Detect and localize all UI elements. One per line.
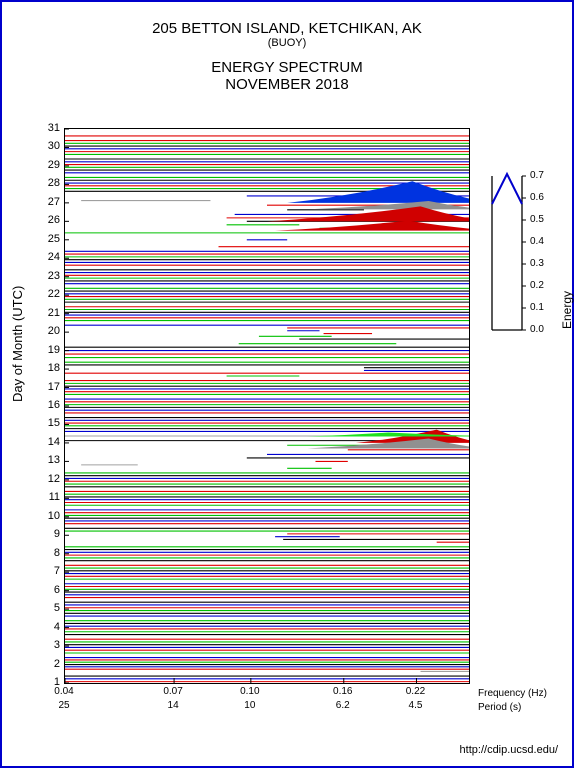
legend-tick: 0.4 (530, 236, 544, 247)
y-tick: 11 (32, 491, 60, 503)
chart-frame: 205 BETTON ISLAND, KETCHIKAN, AK (BUOY) … (0, 0, 574, 768)
y-tick: 9 (32, 528, 60, 540)
y-tick: 25 (32, 233, 60, 245)
y-tick: 28 (32, 177, 60, 189)
y-tick: 27 (32, 196, 60, 208)
y-tick: 14 (32, 436, 60, 448)
y-tick: 3 (32, 639, 60, 651)
x-tick-period: 14 (153, 700, 193, 711)
x-tick-period: 6.2 (323, 700, 363, 711)
legend-tick: 0.6 (530, 192, 544, 203)
x-tick-freq: 0.22 (395, 686, 435, 697)
y-tick: 22 (32, 288, 60, 300)
y-tick: 31 (32, 122, 60, 134)
title-date: NOVEMBER 2018 (2, 76, 572, 93)
y-tick: 10 (32, 510, 60, 522)
y-tick: 4 (32, 621, 60, 633)
x-tick-period: 25 (44, 700, 84, 711)
title-block: 205 BETTON ISLAND, KETCHIKAN, AK (BUOY) … (2, 20, 572, 93)
y-tick: 13 (32, 454, 60, 466)
legend-tick: 0.1 (530, 302, 544, 313)
title-main: 205 BETTON ISLAND, KETCHIKAN, AK (2, 20, 572, 37)
y-tick: 20 (32, 325, 60, 337)
y-tick: 8 (32, 547, 60, 559)
y-tick: 26 (32, 214, 60, 226)
title-sub: (BUOY) (2, 37, 572, 49)
y-tick: 6 (32, 584, 60, 596)
title-type: ENERGY SPECTRUM (2, 59, 572, 76)
y-tick: 5 (32, 602, 60, 614)
y-tick: 18 (32, 362, 60, 374)
spectrum-svg (65, 129, 469, 683)
y-tick: 21 (32, 307, 60, 319)
y-tick: 19 (32, 344, 60, 356)
legend-svg (488, 174, 560, 334)
x-tick-freq: 0.10 (230, 686, 270, 697)
y-tick: 2 (32, 658, 60, 670)
x-tick-period: 4.5 (395, 700, 435, 711)
x-tick-freq: 0.07 (153, 686, 193, 697)
legend-tick: 0.2 (530, 280, 544, 291)
x-tick-freq: 0.16 (323, 686, 363, 697)
y-tick: 7 (32, 565, 60, 577)
x-tick-period: 10 (230, 700, 270, 711)
y-axis-label: Day of Month (UTC) (10, 286, 25, 402)
y-tick: 16 (32, 399, 60, 411)
legend-tick: 0.7 (530, 170, 544, 181)
credit-text: http://cdip.ucsd.edu/ (460, 744, 558, 756)
energy-density-legend: 0.00.10.20.30.40.50.60.7 Energy Density … (488, 174, 560, 334)
x-label-period: Period (s) (478, 702, 521, 713)
y-tick: 24 (32, 251, 60, 263)
y-tick: 30 (32, 140, 60, 152)
legend-label: Energy Density (m^2/Hz) (560, 281, 574, 329)
legend-tick: 0.0 (530, 324, 544, 335)
y-tick: 12 (32, 473, 60, 485)
x-tick-freq: 0.04 (44, 686, 84, 697)
legend-tick: 0.5 (530, 214, 544, 225)
spectrum-chart (64, 128, 470, 684)
x-label-freq: Frequency (Hz) (478, 688, 547, 699)
y-tick: 15 (32, 417, 60, 429)
y-tick: 29 (32, 159, 60, 171)
y-tick: 23 (32, 270, 60, 282)
y-tick: 17 (32, 381, 60, 393)
legend-tick: 0.3 (530, 258, 544, 269)
